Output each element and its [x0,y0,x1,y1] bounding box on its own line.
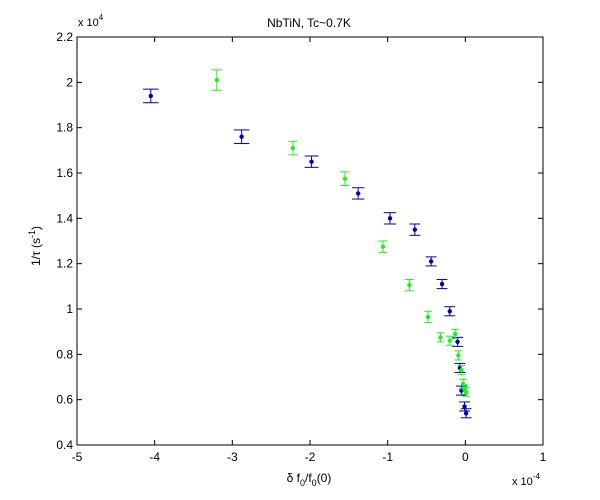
y-label-sup: -1 [27,230,37,238]
data-point [438,335,443,340]
x-tick-label: -2 [305,450,316,464]
x-tick-label: 1 [540,450,547,464]
data-point [453,331,458,337]
y-tick-label: 1.2 [56,257,73,271]
data-point [355,191,361,196]
y-tick-label: 1.4 [56,211,73,225]
y-tick-label: 2 [66,75,73,89]
data-series [143,69,472,419]
x-multiplier-base: x 10 [512,476,533,488]
data-point [380,244,386,249]
y-axis-label: 1/τ (s-1) [27,226,43,266]
y-tick-label: 0.6 [56,393,73,407]
data-point [239,134,244,139]
x-label-sub1: 0 [300,478,305,488]
y-multiplier-base: x 10 [78,17,99,29]
axis-ticks: -5 -4 -3 -2 -1 0 1 0.4 0.6 0.8 1 1.2 1.4 1.6 1.8 2 2.2 [56,30,546,464]
data-point [455,339,460,345]
plot-area: -5 -4 -3 -2 -1 0 1 0.4 0.6 0.8 1 1.2 1.4 1.6 1.8 2 2.2 [56,30,546,464]
data-point [148,93,153,99]
data-point [425,314,431,320]
data-point [290,145,296,151]
x-label-post: (0) [317,471,332,485]
x-label-sub2: 0 [312,478,317,488]
x-tick-label: -4 [149,450,160,464]
data-point [214,77,219,83]
data-point [463,389,469,394]
y-tick-label: 0.8 [56,347,73,361]
data-point [342,176,348,181]
y-multiplier-exponent: 4 [99,13,104,22]
data-point [463,411,469,416]
data-point [439,281,445,287]
y-tick-label: 0.4 [56,438,73,452]
y-label-pre: 1/τ (s [29,238,43,266]
data-point [309,159,314,164]
y-axis-multiplier: x 104 [78,13,104,29]
chart-title: NbTiN, Tc~0.7K [267,16,351,30]
x-tick-label: -1 [382,450,393,464]
x-tick-label: -5 [72,450,83,464]
x-axis-multiplier: x 10-4 [512,472,540,488]
data-point [456,353,461,358]
data-point [447,309,452,314]
y-tick-label: 1 [66,302,73,316]
x-tick-label: 0 [462,450,469,464]
x-multiplier-exponent: -4 [533,472,541,481]
data-point [447,338,452,343]
data-point [387,216,393,221]
y-tick-label: 1.8 [56,121,73,135]
x-label-mid: /f [305,471,312,485]
y-tick-label: 1.6 [56,166,73,180]
x-axis-label: δ f0/f0(0) [287,471,332,488]
data-point [428,259,434,264]
x-label-pre: δ f [287,471,301,485]
data-point [459,368,464,373]
series-2 [211,69,470,397]
series-1 [143,88,472,419]
data-point [407,283,412,288]
y-label-post: ) [29,226,43,230]
y-tick-label: 2.2 [56,30,73,44]
data-point [462,404,467,409]
x-tick-label: -3 [227,450,238,464]
data-point [412,227,418,232]
